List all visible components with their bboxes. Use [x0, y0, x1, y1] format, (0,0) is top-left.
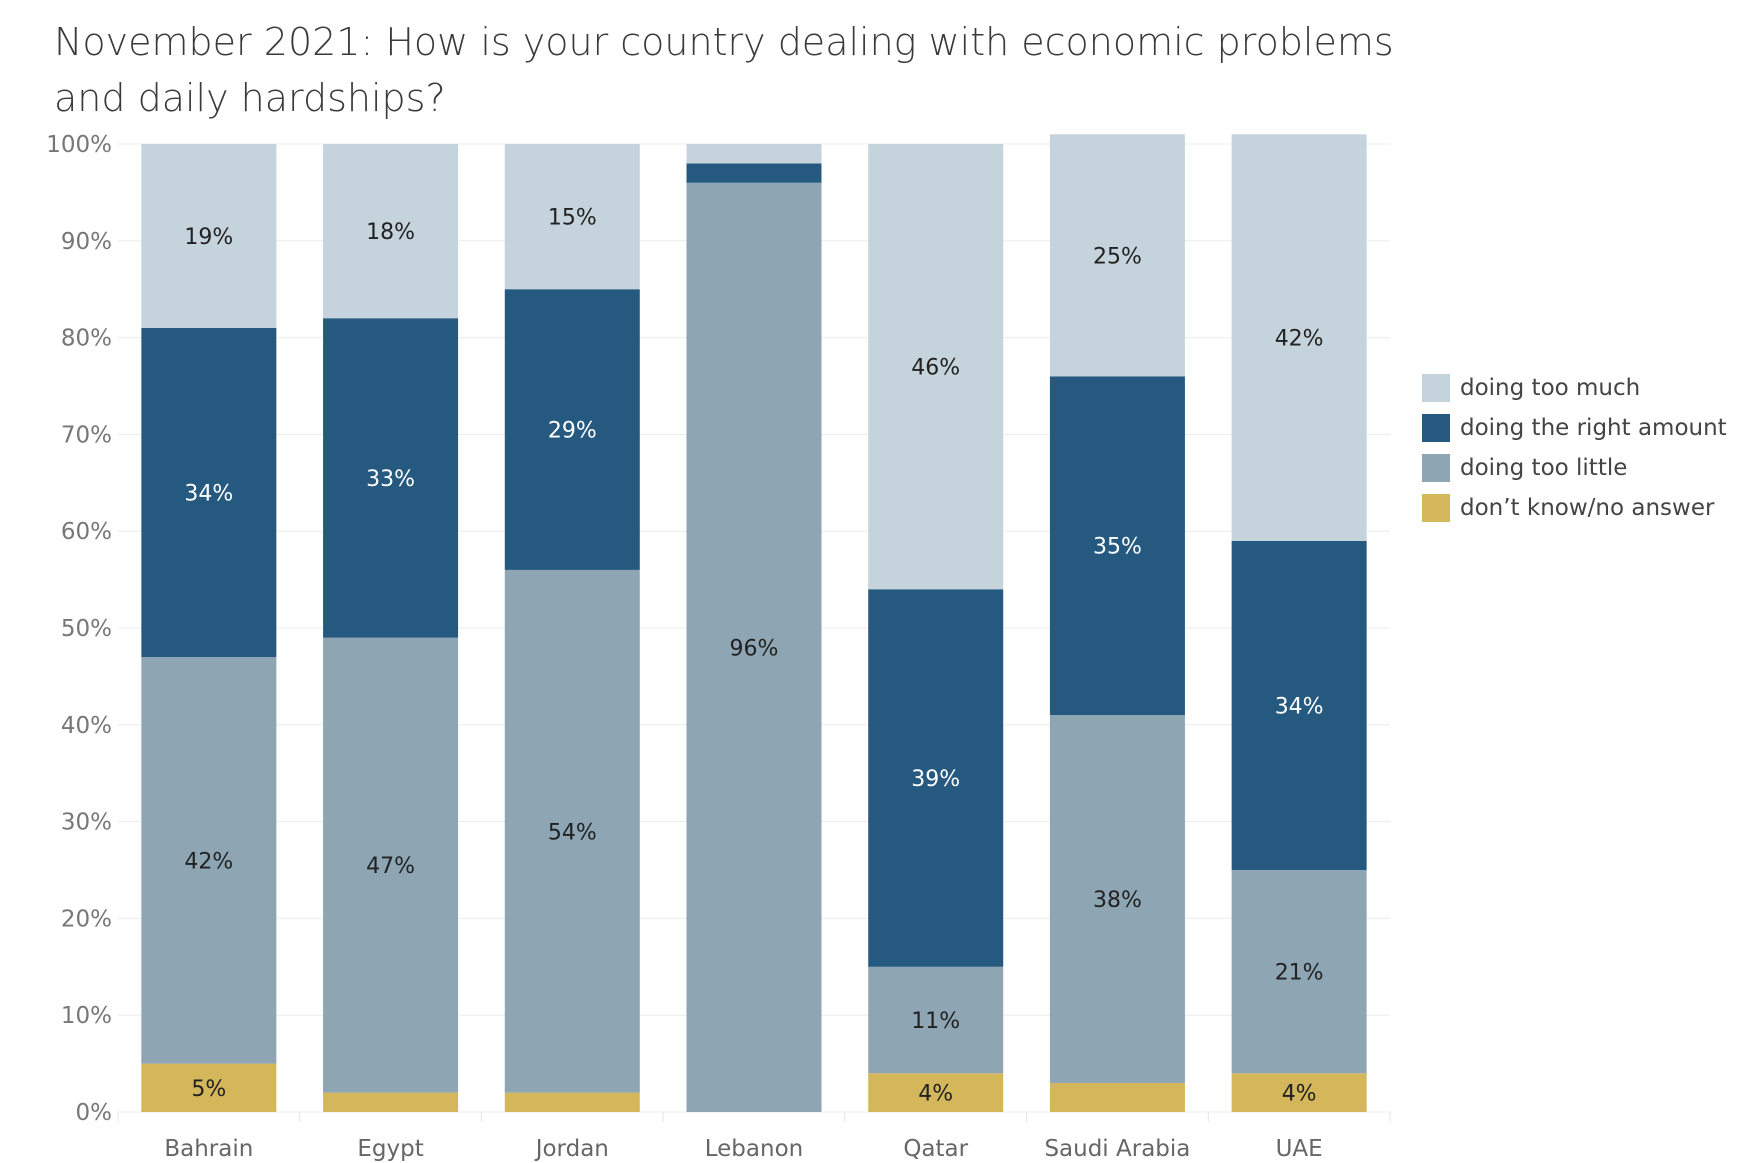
bar-segment [1049, 715, 1185, 1083]
bar-segment [1049, 376, 1185, 716]
legend-swatch [1422, 374, 1450, 402]
y-tick-label: 80% [61, 326, 112, 352]
data-label: 38% [1093, 888, 1142, 913]
bar-segment [141, 327, 277, 658]
bar-segment [1049, 134, 1185, 377]
data-label: 35% [1093, 535, 1142, 560]
bar-segment [504, 1092, 640, 1112]
bar-segment [141, 1063, 277, 1112]
y-tick-label: 90% [61, 229, 112, 255]
bar-segment [1049, 1082, 1185, 1112]
data-label: 25% [1093, 244, 1142, 269]
legend-item: don’t know/no answer [1422, 488, 1727, 528]
bar-segment [868, 589, 1004, 967]
data-label: 19% [184, 225, 233, 250]
bar-segment [868, 966, 1004, 1074]
data-label: 33% [366, 467, 415, 492]
y-tick-label: 100% [46, 132, 112, 158]
x-tick-label: Bahrain [164, 1136, 253, 1162]
x-tick-label: Egypt [357, 1136, 423, 1162]
data-label: 34% [184, 481, 233, 506]
chart-title: November 2021: How is your country deali… [54, 14, 1454, 126]
bar-segment [504, 289, 640, 570]
bar-segment [1231, 540, 1367, 870]
y-tick-label: 70% [61, 422, 112, 448]
data-label: 11% [911, 1009, 960, 1034]
x-tick-label: UAE [1276, 1136, 1323, 1162]
legend-item: doing too much [1422, 368, 1727, 408]
data-label: 4% [1282, 1082, 1317, 1107]
data-label: 54% [548, 820, 597, 845]
y-tick-label: 30% [61, 810, 112, 836]
legend-swatch [1422, 414, 1450, 442]
bar-segment [323, 144, 459, 319]
bar-segment [686, 182, 822, 1113]
bar-segment [504, 144, 640, 290]
y-tick-label: 0% [76, 1100, 113, 1126]
legend-item: doing the right amount [1422, 408, 1727, 448]
y-tick-label: 50% [61, 616, 112, 642]
x-tick-label: Lebanon [705, 1136, 803, 1162]
bar-segment [1231, 134, 1367, 541]
data-label: 42% [184, 849, 233, 874]
legend-swatch [1422, 454, 1450, 482]
y-tick-label: 20% [61, 906, 112, 932]
legend-label: don’t know/no answer [1460, 495, 1715, 521]
data-label: 5% [191, 1077, 226, 1102]
legend-label: doing the right amount [1460, 415, 1727, 441]
data-label: 29% [548, 419, 597, 444]
legend-item: doing too little [1422, 448, 1727, 488]
bar-segment [868, 1073, 1004, 1112]
chart-title-line-2: and daily hardships? [54, 76, 446, 120]
bar-segment [1231, 1073, 1367, 1112]
y-tick-label: 40% [61, 713, 112, 739]
x-tick-label: Jordan [534, 1136, 609, 1162]
bar-segment [1231, 870, 1367, 1074]
bar-segment [141, 657, 277, 1064]
legend-swatch [1422, 494, 1450, 522]
data-label: 39% [911, 767, 960, 792]
data-label: 42% [1275, 327, 1324, 352]
data-label: 47% [366, 854, 415, 879]
legend-label: doing too little [1460, 455, 1628, 481]
x-tick-label: Qatar [903, 1136, 968, 1162]
y-tick-label: 10% [61, 1003, 112, 1029]
x-tick-label: Saudi Arabia [1044, 1136, 1190, 1162]
data-label: 96% [730, 636, 779, 661]
data-label: 18% [366, 220, 415, 245]
bar-segment [323, 637, 459, 1093]
y-tick-label: 60% [61, 519, 112, 545]
data-label: 46% [911, 356, 960, 381]
legend: doing too much doing the right amount doin… [1422, 368, 1727, 528]
chart-title-line-1: November 2021: How is your country deali… [54, 20, 1394, 64]
bar-segment [686, 163, 822, 183]
data-label: 4% [918, 1082, 953, 1107]
bar-segment [868, 144, 1004, 590]
bar-segment [323, 318, 459, 638]
data-label: 21% [1275, 961, 1324, 986]
data-label: 34% [1275, 694, 1324, 719]
legend-label: doing too much [1460, 375, 1641, 401]
bar-segment [323, 1092, 459, 1112]
bar-segment [504, 569, 640, 1093]
data-label: 15% [548, 206, 597, 231]
bar-segment [141, 144, 277, 328]
bar-segment [686, 144, 822, 164]
